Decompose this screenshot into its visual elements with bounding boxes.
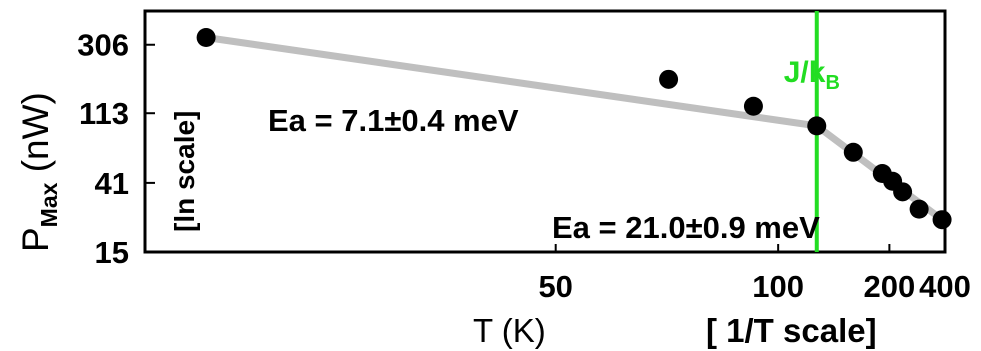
data-point-3: [743, 96, 763, 116]
vertical-marker-label: J/kB: [784, 56, 840, 94]
y-axis-title-sub: Max: [36, 182, 62, 227]
y-tick-label-3: 113: [79, 96, 129, 131]
activation-energy-annotation-1: Ea = 7.1±0.4 meV: [268, 103, 519, 138]
activation-energy-annotation-2: Ea = 21.0±0.9 meV: [552, 210, 820, 245]
data-point-1: [196, 28, 216, 48]
y-axis-title: PMax (nW): [15, 92, 62, 252]
data-point-5: [843, 142, 863, 162]
data-point-4: [807, 116, 827, 136]
y-tick-label-1: 15: [95, 235, 129, 270]
y-axis-title-main: P: [15, 227, 56, 252]
vertical-marker-label-sub: B: [825, 72, 839, 94]
vertical-marker-label-main: J/k: [784, 56, 826, 89]
x-axis-scale-note: [ 1/T scale]: [706, 312, 877, 349]
x-tick-label-1: 50: [538, 269, 572, 304]
x-tick-label-2: 100: [752, 269, 804, 304]
y-axis-ticks: 15 41 113 306: [77, 28, 155, 270]
plot-frame: [143, 9, 947, 254]
y-axis-scale-note: [ln scale]: [169, 111, 200, 232]
x-axis-ticks: 50 100 200 400: [538, 244, 971, 304]
data-point-10: [932, 210, 952, 230]
data-point-8: [893, 182, 913, 202]
y-tick-label-4: 306: [77, 28, 129, 63]
y-axis-title-unit: (nW): [15, 92, 56, 182]
x-axis-title: T (K): [473, 312, 546, 349]
data-point-2: [659, 69, 679, 89]
data-points: [196, 28, 952, 230]
x-tick-label-4: 400: [919, 269, 971, 304]
y-tick-label-2: 41: [95, 166, 129, 201]
fit-line-1: [202, 34, 821, 130]
data-point-9: [909, 199, 929, 219]
annotations: Ea = 7.1±0.4 meV Ea = 21.0±0.9 meV: [268, 103, 820, 245]
x-tick-label-3: 200: [864, 269, 916, 304]
